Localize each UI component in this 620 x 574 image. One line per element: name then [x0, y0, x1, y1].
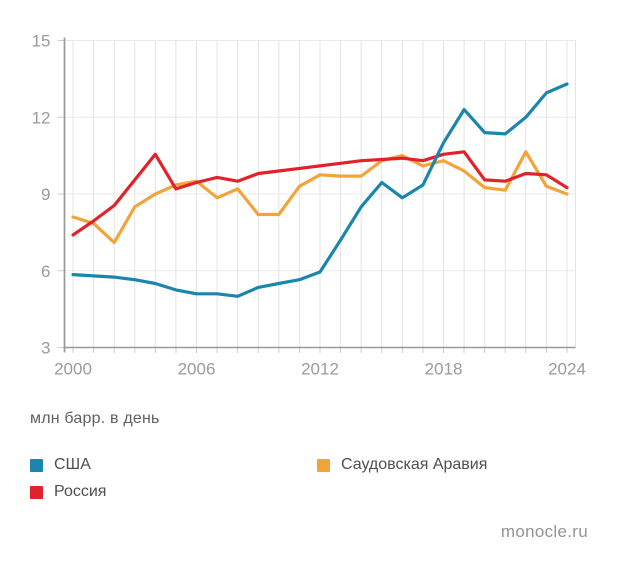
y-axis-label: 6 — [41, 262, 50, 281]
legend-item-saudi-arabia: Саудовская Аравия — [317, 456, 487, 474]
legend-label-saudi-arabia: Саудовская Аравия — [341, 456, 488, 473]
chart-canvas: 2000 2006 2012 2018 2024 3 6 9 12 15 — [32, 32, 586, 379]
x-axis-label: 2012 — [301, 360, 339, 379]
y-axis-label: 9 — [41, 185, 50, 204]
legend-item-russia: Россия — [30, 483, 317, 501]
legend-swatch-russia — [30, 485, 43, 499]
x-axis-label: 2006 — [178, 360, 216, 379]
source-watermark: monocle.ru — [500, 522, 588, 541]
legend-swatch-usa — [30, 458, 43, 472]
series-line-Саудовская Аравия — [71, 150, 569, 245]
series-line-Россия — [71, 150, 569, 237]
y-axis-label: 3 — [41, 339, 50, 358]
y-axis-label: 12 — [32, 108, 51, 127]
y-axis-label: 15 — [32, 32, 51, 51]
x-axis-label: 2024 — [548, 360, 586, 379]
legend-label-usa: США — [54, 456, 91, 473]
legend-item-usa: США — [30, 456, 317, 474]
legend: США Россия Саудовская Аравия — [30, 456, 487, 501]
axis-unit-label: млн барр. в день — [30, 410, 160, 427]
legend-label-russia: Россия — [54, 483, 107, 500]
legend-swatch-saudi-arabia — [317, 458, 330, 472]
series-line-США — [71, 82, 569, 298]
x-axis-label: 2000 — [54, 360, 92, 379]
x-axis-label: 2018 — [425, 360, 463, 379]
